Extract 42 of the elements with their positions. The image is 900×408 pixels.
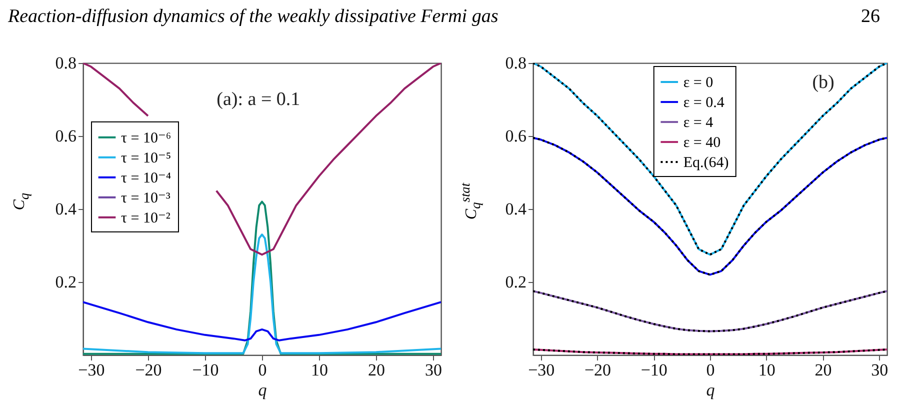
x-tick-label: 0 (706, 360, 715, 380)
x-tick-label: 20 (368, 360, 386, 380)
x-tick-label: −20 (584, 360, 612, 380)
line-series (533, 136, 887, 276)
y-tick-label: 0.4 (55, 200, 77, 218)
line-series (533, 290, 887, 332)
line-series (533, 63, 887, 256)
legend-label: Eq.(64) (683, 155, 729, 171)
line-series (83, 301, 441, 342)
y-tick-label: 0.2 (55, 272, 76, 292)
legend-label: τ = 10⁻⁶ (121, 130, 172, 146)
x-tick-label: −30 (528, 360, 555, 380)
x-tick-label: −10 (192, 360, 219, 380)
legend-label: ε = 40 (683, 135, 721, 151)
annotation: (a): a = 0.1 (216, 89, 300, 110)
x-tick-label: −30 (78, 360, 105, 380)
chart-title: Reaction-diffusion dynamics of the weakly dissipative Fermi gas (8, 6, 498, 28)
legend-label: τ = 10⁻³ (121, 190, 171, 206)
x-tick-label: 30 (871, 360, 888, 380)
x-tick-label: −20 (135, 360, 162, 380)
x-tick-label: −10 (640, 360, 668, 380)
y-tick-label: 0.6 (55, 126, 76, 146)
x-tick-label: 30 (425, 360, 442, 380)
y-tick-label: 0.4 (505, 200, 527, 218)
legend-label: τ = 10⁻⁴ (121, 170, 172, 186)
y-tick-label: 0.8 (55, 54, 76, 72)
x-tick-label: 0 (258, 360, 267, 380)
legend-label: ε = 0.4 (683, 95, 725, 111)
legend-label: ε = 0 (683, 75, 714, 91)
y-tick-label: 0.2 (505, 272, 526, 292)
annotation: (b) (812, 72, 834, 93)
x-axis-title: q (706, 380, 716, 400)
x-tick-label: 20 (814, 360, 832, 380)
x-tick-label: 10 (758, 360, 776, 380)
y-tick-label: 0.6 (505, 126, 526, 146)
x-axis-title: q (258, 380, 268, 400)
legend-label: τ = 10⁻² (121, 210, 171, 226)
y-tick-label: 0.8 (505, 54, 526, 72)
legend-label: ε = 4 (683, 115, 714, 131)
chart-title: 26 (861, 6, 880, 28)
x-tick-label: 10 (311, 360, 328, 380)
legend-label: τ = 10⁻⁵ (121, 150, 172, 166)
